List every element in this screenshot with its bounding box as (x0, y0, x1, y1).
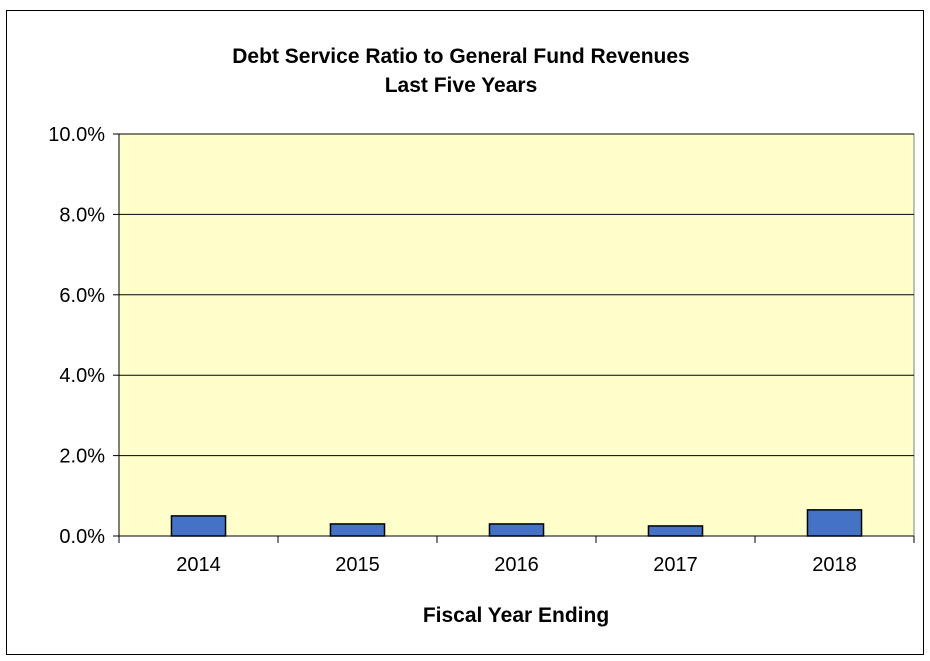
y-tick-label: 0.0% (59, 526, 105, 548)
y-tick-label: 2.0% (59, 446, 105, 468)
bars (170, 509, 863, 537)
axes (113, 133, 915, 543)
chart-subtitle: Last Five Years (385, 74, 538, 97)
x-tick-label: 2014 (176, 554, 221, 576)
plot-area (118, 133, 915, 537)
x-axis-title: Fiscal Year Ending (423, 604, 609, 627)
bar-2015 (329, 523, 386, 537)
y-tick-label: 10.0% (48, 124, 105, 146)
y-tick-label: 8.0% (59, 204, 105, 226)
x-tick-label: 2015 (335, 554, 380, 576)
bar-2016 (488, 523, 545, 537)
y-tick-label: 6.0% (59, 285, 105, 307)
x-tick-label: 2016 (494, 554, 539, 576)
x-tick-labels: 2014 2015 2016 2017 2018 (176, 554, 857, 576)
y-tick-label: 4.0% (59, 365, 105, 387)
x-tick-label: 2018 (812, 554, 857, 576)
chart-title: Debt Service Ratio to General Fund Reven… (232, 45, 689, 68)
bar-2014 (170, 515, 227, 537)
bar-2018 (806, 509, 863, 537)
gridlines (119, 133, 914, 457)
x-tick-label: 2017 (653, 554, 698, 576)
bar-2017 (647, 525, 704, 537)
y-tick-labels: 0.0% 2.0% 4.0% 6.0% 8.0% 10.0% (48, 124, 105, 548)
